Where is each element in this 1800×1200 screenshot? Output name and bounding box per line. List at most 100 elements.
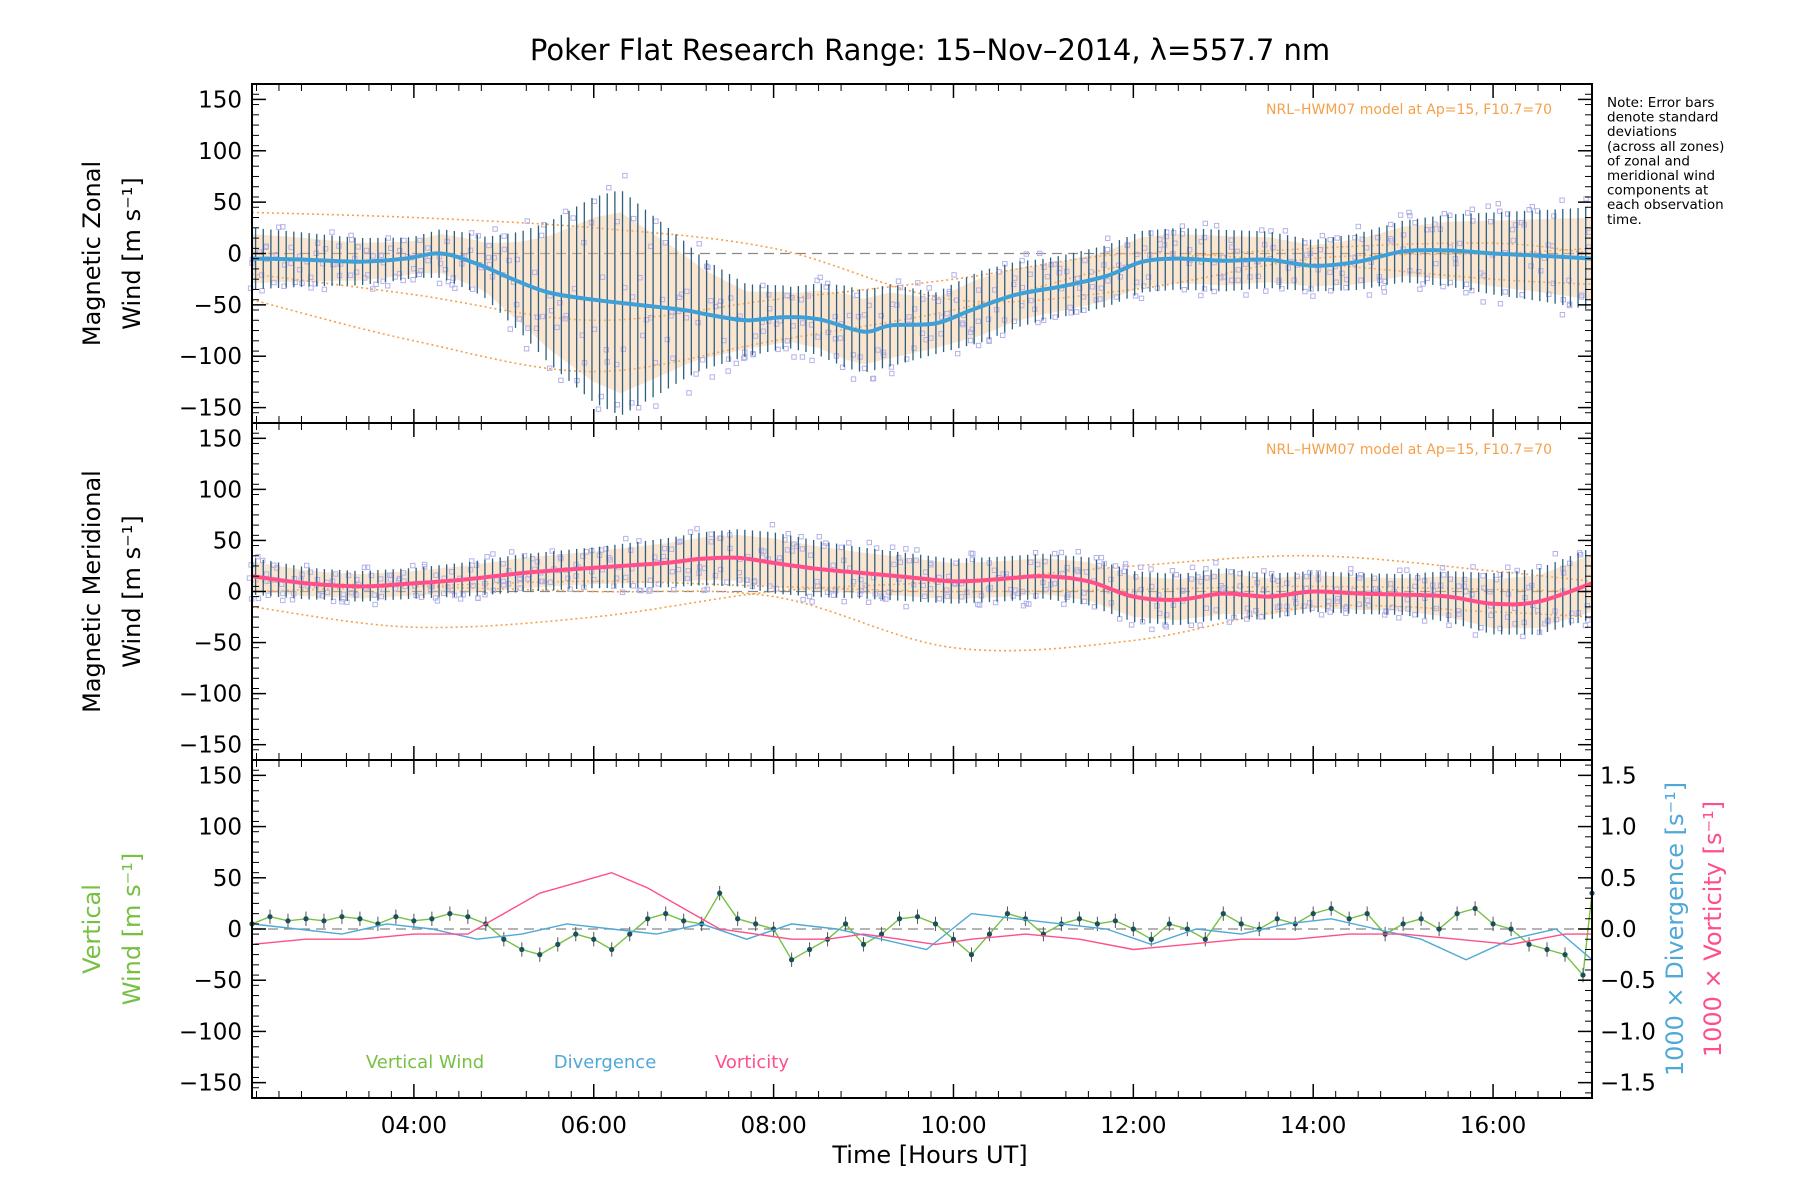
zone-point xyxy=(1163,624,1169,630)
zone-point xyxy=(931,294,938,301)
zone-point xyxy=(1559,197,1565,203)
zone-point xyxy=(1074,567,1080,573)
zone-point xyxy=(1122,561,1129,567)
vertical-wind-point xyxy=(573,931,579,937)
y2-tick-label: −0.5 xyxy=(1600,968,1656,994)
zone-point xyxy=(1536,564,1542,570)
zone-point xyxy=(255,554,261,560)
zone-point xyxy=(664,336,671,343)
zone-point xyxy=(1197,622,1203,628)
zone-point xyxy=(1108,576,1114,583)
zone-point xyxy=(911,345,917,351)
zone-point xyxy=(1302,288,1308,295)
y-tick-label: 50 xyxy=(213,190,242,216)
side-note-line: denote standard xyxy=(1607,110,1718,126)
zone-point xyxy=(643,317,650,323)
zone-point xyxy=(1318,612,1325,618)
vertical-wind-point xyxy=(519,946,525,953)
zone-point xyxy=(1472,632,1479,638)
zone-point xyxy=(442,266,449,273)
zone-point xyxy=(345,572,352,579)
zone-point xyxy=(806,593,813,600)
zone-point xyxy=(894,302,900,308)
zone-point xyxy=(1406,209,1412,216)
zone-point xyxy=(701,587,707,594)
zone-point xyxy=(468,230,475,236)
vertical-wind-point xyxy=(1328,905,1334,912)
vertical-wind-point xyxy=(1526,941,1532,947)
zone-point xyxy=(1456,583,1462,589)
zone-point xyxy=(410,277,416,283)
y-tick-label: −50 xyxy=(193,631,242,657)
vertical-wind-point xyxy=(429,916,435,922)
zone-point xyxy=(280,590,286,597)
zone-point xyxy=(769,522,776,528)
zone-point xyxy=(1342,605,1349,611)
zone-point xyxy=(967,329,974,335)
zone-point xyxy=(1469,287,1475,294)
zone-point xyxy=(1497,625,1503,632)
vertical-wind-point xyxy=(806,946,813,953)
side-note-line: each observation xyxy=(1607,197,1724,213)
zone-point xyxy=(1519,292,1525,298)
zone-point xyxy=(1188,622,1194,628)
zone-point xyxy=(1307,600,1313,606)
vertical-wind-point xyxy=(1148,936,1154,942)
zone-point xyxy=(785,531,791,537)
vertical-wind-point xyxy=(1310,911,1316,917)
zone-point xyxy=(861,365,868,372)
zone-point xyxy=(1037,250,1043,257)
y-tick-label: −50 xyxy=(193,968,242,994)
zone-point xyxy=(591,198,598,205)
zone-point xyxy=(606,185,612,191)
zone-point xyxy=(646,588,652,594)
zone-point xyxy=(361,564,368,571)
zone-point xyxy=(783,345,789,352)
vertical-wind-point xyxy=(1508,926,1514,932)
zone-point xyxy=(401,237,407,244)
zone-point xyxy=(752,333,759,339)
zone-point xyxy=(686,390,692,396)
zone-point xyxy=(773,321,780,327)
zone-point xyxy=(1566,301,1573,307)
zone-point xyxy=(1400,232,1407,238)
zone-point xyxy=(554,324,560,331)
zone-point xyxy=(1424,227,1430,233)
zone-point xyxy=(259,288,265,294)
zone-point xyxy=(891,561,897,568)
zone-point xyxy=(611,583,617,589)
y-tick-label: −100 xyxy=(179,1019,242,1045)
vertical-wind-point xyxy=(842,921,849,927)
zone-point xyxy=(353,592,359,598)
zone-point xyxy=(1202,220,1208,227)
zone-point xyxy=(1497,208,1503,214)
zone-point xyxy=(1488,612,1494,618)
vertical-wind-point xyxy=(896,916,903,922)
zone-point xyxy=(975,342,982,349)
zone-point xyxy=(507,326,514,332)
zone-point xyxy=(791,354,797,360)
zone-point xyxy=(1113,294,1120,300)
zone-point xyxy=(1148,566,1154,572)
zone-point xyxy=(830,562,836,568)
zone-point xyxy=(986,338,992,345)
zone-point xyxy=(460,592,466,598)
vertical-wind-point xyxy=(663,911,669,917)
zone-point xyxy=(1463,290,1469,296)
zone-point xyxy=(1255,273,1261,280)
zone-point xyxy=(1164,612,1170,618)
zone-point xyxy=(445,584,451,590)
zone-point xyxy=(1497,572,1504,578)
y-tick-label: 100 xyxy=(198,477,242,503)
zone-point xyxy=(1358,277,1364,283)
vertical-wind-point xyxy=(1004,911,1011,917)
zone-point xyxy=(870,376,876,382)
zone-point xyxy=(904,356,910,362)
vertical-wind-point xyxy=(1544,946,1550,953)
vertical-wind-point xyxy=(788,957,795,963)
zone-point xyxy=(970,551,976,557)
vertical-wind-point xyxy=(1436,926,1442,932)
zone-point xyxy=(653,403,659,409)
vertical-wind-point xyxy=(860,941,867,947)
